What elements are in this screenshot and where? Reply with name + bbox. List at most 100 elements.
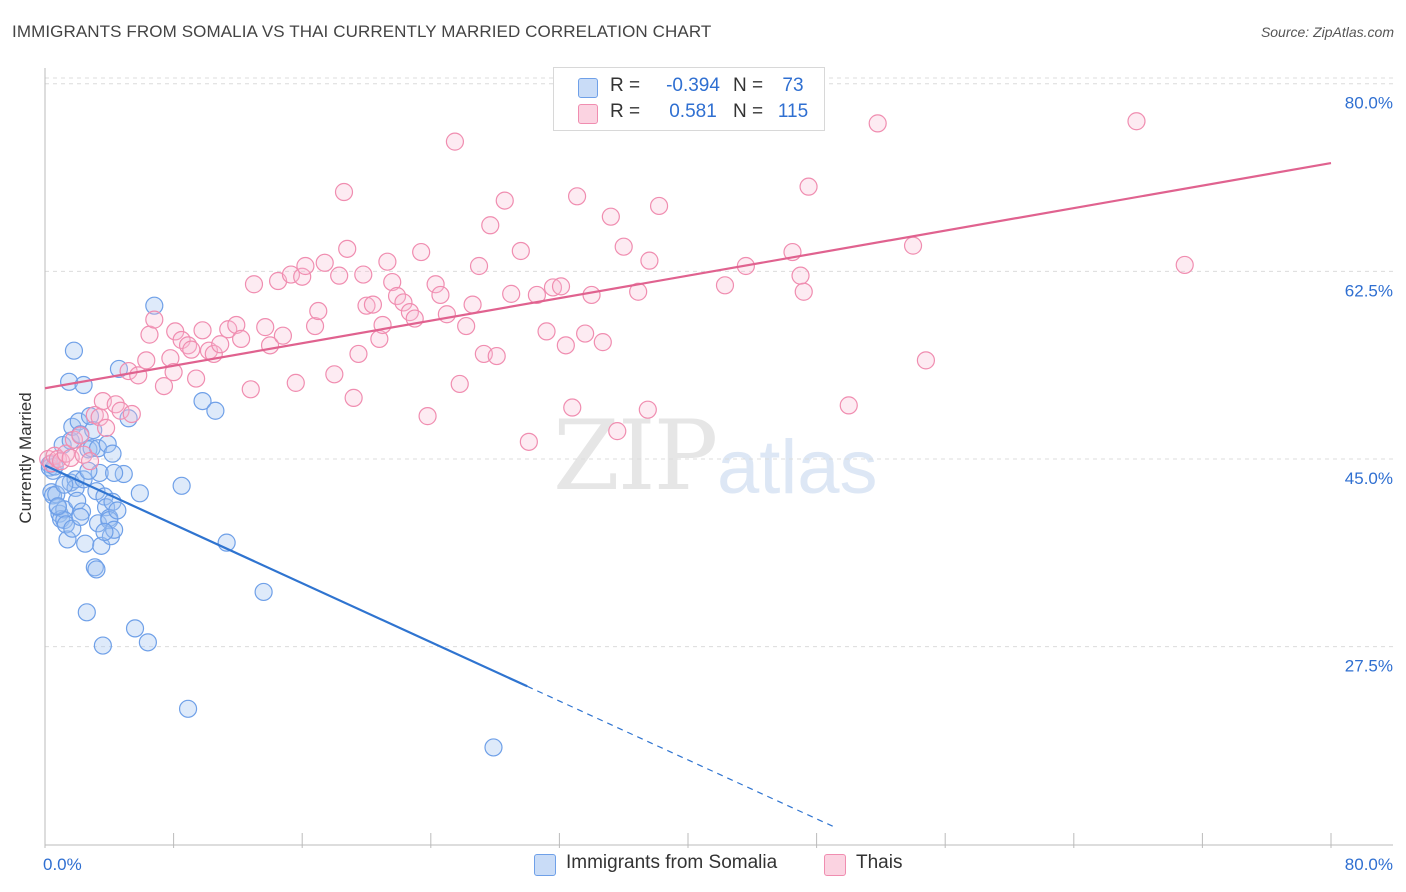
data-point xyxy=(378,252,397,271)
data-point xyxy=(111,401,130,420)
legend-n-value: 73 xyxy=(782,75,804,96)
data-point xyxy=(145,310,164,329)
data-point xyxy=(98,434,117,454)
data-point xyxy=(55,475,74,494)
data-point xyxy=(799,177,818,196)
data-point xyxy=(76,534,95,553)
data-point xyxy=(145,296,164,315)
data-point xyxy=(122,404,141,424)
y-tick-label: 27.5% xyxy=(1345,657,1393,676)
data-point xyxy=(193,321,212,340)
data-point xyxy=(412,242,431,262)
data-point xyxy=(87,560,106,579)
data-point xyxy=(903,236,923,255)
data-point xyxy=(1175,255,1194,275)
data-point xyxy=(511,241,530,261)
data-point xyxy=(868,114,887,133)
data-point xyxy=(138,633,157,652)
data-point xyxy=(794,282,813,301)
data-point xyxy=(484,738,503,757)
data-point xyxy=(715,276,735,295)
data-point xyxy=(601,207,620,226)
data-point xyxy=(90,463,109,483)
data-point xyxy=(125,619,145,638)
data-point xyxy=(315,253,334,272)
legend-r-value: -0.394 xyxy=(666,75,720,96)
data-point xyxy=(469,256,489,276)
data-point xyxy=(281,265,301,284)
data-point xyxy=(108,501,127,520)
data-point xyxy=(357,296,376,315)
data-point xyxy=(164,363,183,382)
data-point xyxy=(383,272,402,292)
data-point xyxy=(77,603,96,622)
data-point xyxy=(96,418,116,438)
data-point xyxy=(576,324,595,343)
data-point xyxy=(178,699,198,718)
data-point xyxy=(103,444,122,463)
data-point xyxy=(463,295,482,314)
legend-swatch-pink xyxy=(578,104,598,124)
data-point xyxy=(582,285,601,305)
data-point xyxy=(74,375,93,395)
data-point xyxy=(640,251,659,270)
watermark-atlas: atlas xyxy=(717,425,878,510)
data-point xyxy=(187,369,206,388)
legend-r-label: R = xyxy=(610,101,641,122)
data-point xyxy=(154,376,174,396)
y-axis-label: Currently Married xyxy=(16,392,35,524)
trend-lines xyxy=(44,161,1332,827)
data-point xyxy=(227,315,246,335)
series-thais xyxy=(39,112,1194,473)
data-point xyxy=(916,351,936,370)
data-point xyxy=(95,522,114,542)
data-point xyxy=(450,374,469,394)
data-point xyxy=(363,295,383,314)
data-point xyxy=(241,380,260,399)
legend-r-label: R = xyxy=(610,75,641,96)
data-point xyxy=(394,293,413,312)
tick-labels: 27.5% 45.0% 62.5% 80.0% 0.0% 80.0% xyxy=(43,94,1393,874)
data-point xyxy=(93,636,112,655)
grid-lines xyxy=(45,77,1393,648)
x-tick-label: 0.0% xyxy=(43,855,82,874)
data-point xyxy=(349,344,368,364)
data-point xyxy=(1127,112,1146,131)
data-point xyxy=(244,275,264,294)
data-point xyxy=(92,536,111,555)
data-point xyxy=(638,400,657,419)
data-point xyxy=(567,187,587,206)
data-point xyxy=(129,366,148,385)
data-point xyxy=(457,316,476,336)
data-point xyxy=(296,256,315,276)
data-point xyxy=(273,326,293,345)
y-tick-label: 62.5% xyxy=(1345,281,1393,300)
data-point xyxy=(114,464,133,484)
data-point xyxy=(64,341,84,360)
watermark-zip: ZIP xyxy=(553,400,718,512)
y-tick-label: 80.0% xyxy=(1345,94,1393,113)
y-tick-label: 45.0% xyxy=(1345,469,1393,488)
data-point xyxy=(80,452,100,471)
legend-r-value: 0.581 xyxy=(669,101,717,122)
data-point xyxy=(286,373,305,392)
data-point xyxy=(791,266,810,285)
legend-n-label: N = xyxy=(733,101,764,122)
legend-n-value: 115 xyxy=(777,101,809,122)
data-point xyxy=(437,305,456,324)
series-somalia xyxy=(40,296,503,757)
data-point xyxy=(487,346,506,366)
legend-n-label: N = xyxy=(733,75,764,96)
data-point xyxy=(629,282,648,301)
data-point xyxy=(519,432,538,451)
data-point xyxy=(256,318,275,337)
data-point xyxy=(481,216,500,235)
data-point xyxy=(344,388,363,407)
x-tick-label: 80.0% xyxy=(1345,855,1393,874)
data-point xyxy=(354,265,373,284)
data-point xyxy=(338,239,357,258)
data-point xyxy=(527,285,546,305)
data-point xyxy=(71,426,90,445)
data-point xyxy=(495,191,514,210)
data-point xyxy=(445,132,465,151)
